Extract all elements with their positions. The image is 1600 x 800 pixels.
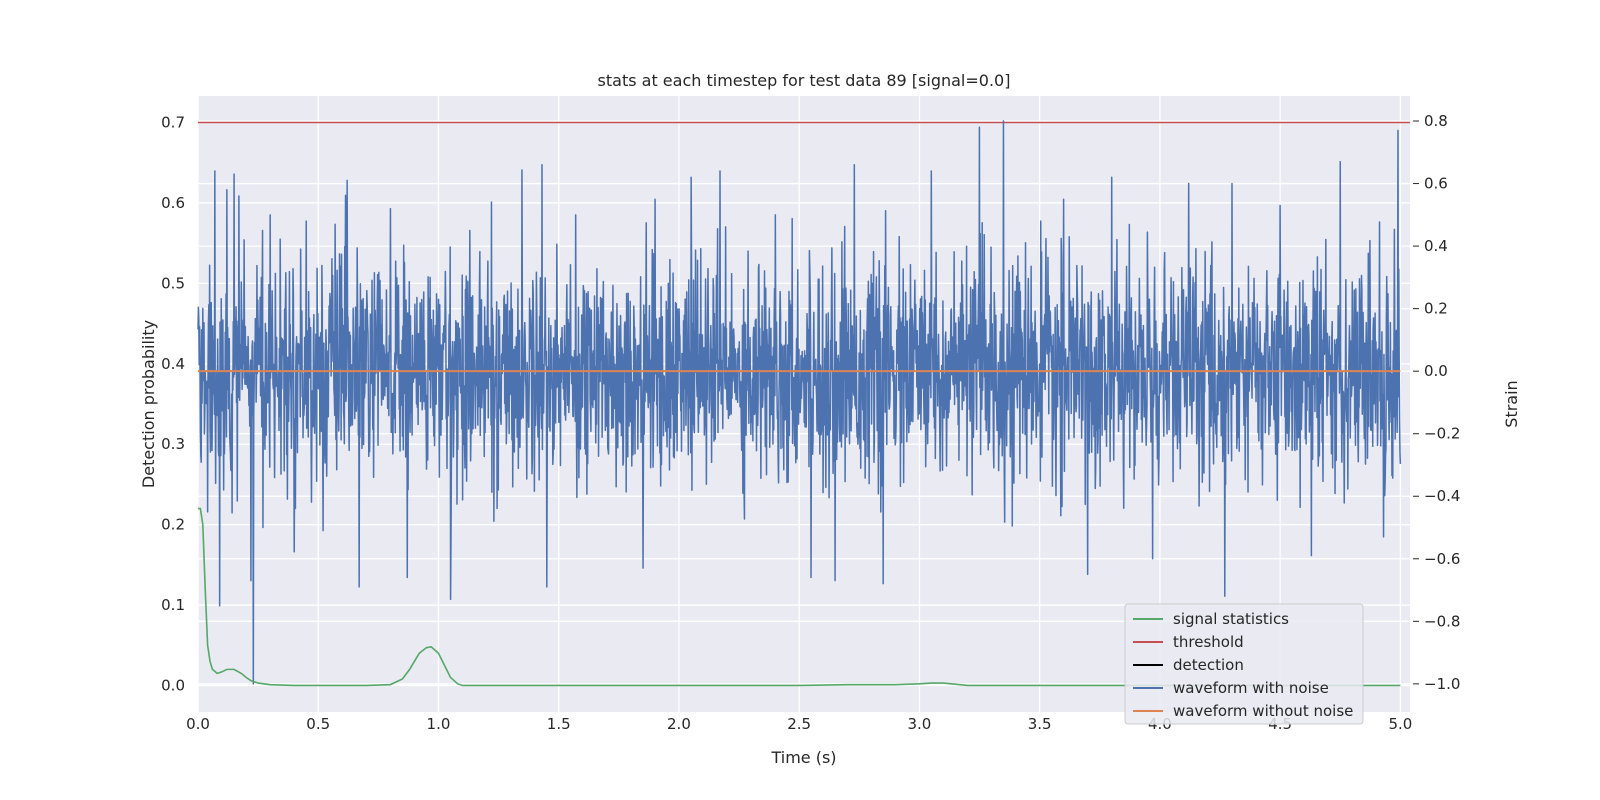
right-y-tick-label: 0.4 xyxy=(1424,237,1448,255)
x-tick-label: 1.5 xyxy=(547,715,571,733)
right-y-tick-label: 0.0 xyxy=(1424,362,1448,380)
axis-ticks: 0.00.51.01.52.02.53.03.54.04.55.00.00.10… xyxy=(161,112,1460,733)
legend-entry-label: threshold xyxy=(1173,633,1244,651)
x-axis-label: Time (s) xyxy=(770,748,836,767)
x-tick-label: 3.0 xyxy=(907,715,931,733)
plot-lines xyxy=(197,120,1410,687)
left-y-tick-label: 0.0 xyxy=(161,676,185,694)
right-y-tick-label: 0.6 xyxy=(1424,175,1448,193)
right-y-tick-label: 0.8 xyxy=(1424,112,1448,130)
signal-statistics-line xyxy=(198,507,1401,687)
x-tick-label: 2.0 xyxy=(667,715,691,733)
left-y-tick-label: 0.4 xyxy=(161,355,185,373)
x-tick-label: 0.0 xyxy=(186,715,210,733)
left-y-axis-label: Detection probability xyxy=(139,320,158,488)
left-y-tick-label: 0.3 xyxy=(161,435,185,453)
legend-entry-label: signal statistics xyxy=(1173,610,1289,628)
legend-box xyxy=(1124,603,1364,725)
right-y-tick-label: −1.0 xyxy=(1424,675,1460,693)
left-y-tick-label: 0.1 xyxy=(161,596,185,614)
right-y-tick-label: −0.2 xyxy=(1424,425,1460,443)
waveform-with-noise-line xyxy=(197,120,1402,685)
right-y-tick-label: −0.8 xyxy=(1424,612,1460,630)
x-tick-label: 1.0 xyxy=(427,715,451,733)
right-y-tick-label: 0.2 xyxy=(1424,300,1448,318)
left-y-tick-label: 0.5 xyxy=(161,274,185,292)
x-tick-label: 3.5 xyxy=(1028,715,1052,733)
right-y-tick-label: −0.6 xyxy=(1424,550,1460,568)
left-y-tick-label: 0.2 xyxy=(161,516,185,534)
right-y-tick-label: −0.4 xyxy=(1424,487,1460,505)
x-tick-label: 5.0 xyxy=(1388,715,1412,733)
legend-entry-label: waveform without noise xyxy=(1173,702,1353,720)
legend-entry-label: waveform with noise xyxy=(1173,679,1329,697)
left-y-tick-label: 0.6 xyxy=(161,194,185,212)
legend: signal statistics threshold detection wavef… xyxy=(1124,603,1364,725)
x-tick-label: 0.5 xyxy=(306,715,330,733)
x-tick-label: 2.5 xyxy=(787,715,811,733)
chart-title: stats at each timestep for test data 89 … xyxy=(598,71,1011,90)
left-y-tick-label: 0.7 xyxy=(161,114,185,132)
right-y-axis-label: Strain xyxy=(1502,380,1521,427)
legend-entry-label: detection xyxy=(1173,656,1244,674)
